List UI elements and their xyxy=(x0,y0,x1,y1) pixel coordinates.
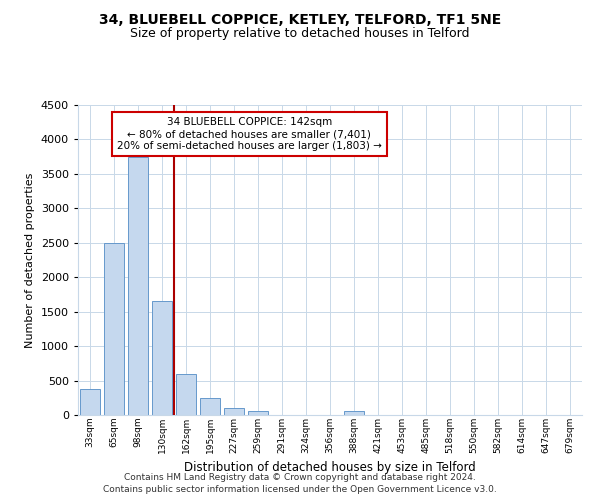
Text: 34 BLUEBELL COPPICE: 142sqm
← 80% of detached houses are smaller (7,401)
20% of : 34 BLUEBELL COPPICE: 142sqm ← 80% of det… xyxy=(117,118,382,150)
Bar xyxy=(128,156,148,415)
Bar xyxy=(152,302,172,415)
Bar xyxy=(200,398,220,415)
Bar xyxy=(224,408,244,415)
Y-axis label: Number of detached properties: Number of detached properties xyxy=(25,172,35,348)
Text: 34, BLUEBELL COPPICE, KETLEY, TELFORD, TF1 5NE: 34, BLUEBELL COPPICE, KETLEY, TELFORD, T… xyxy=(99,12,501,26)
Text: Size of property relative to detached houses in Telford: Size of property relative to detached ho… xyxy=(130,28,470,40)
X-axis label: Distribution of detached houses by size in Telford: Distribution of detached houses by size … xyxy=(184,461,476,474)
Bar xyxy=(344,411,364,415)
Bar xyxy=(80,389,100,415)
Text: Contains HM Land Registry data © Crown copyright and database right 2024.: Contains HM Land Registry data © Crown c… xyxy=(124,474,476,482)
Bar xyxy=(104,243,124,415)
Bar xyxy=(176,374,196,415)
Text: Contains public sector information licensed under the Open Government Licence v3: Contains public sector information licen… xyxy=(103,485,497,494)
Bar xyxy=(248,411,268,415)
